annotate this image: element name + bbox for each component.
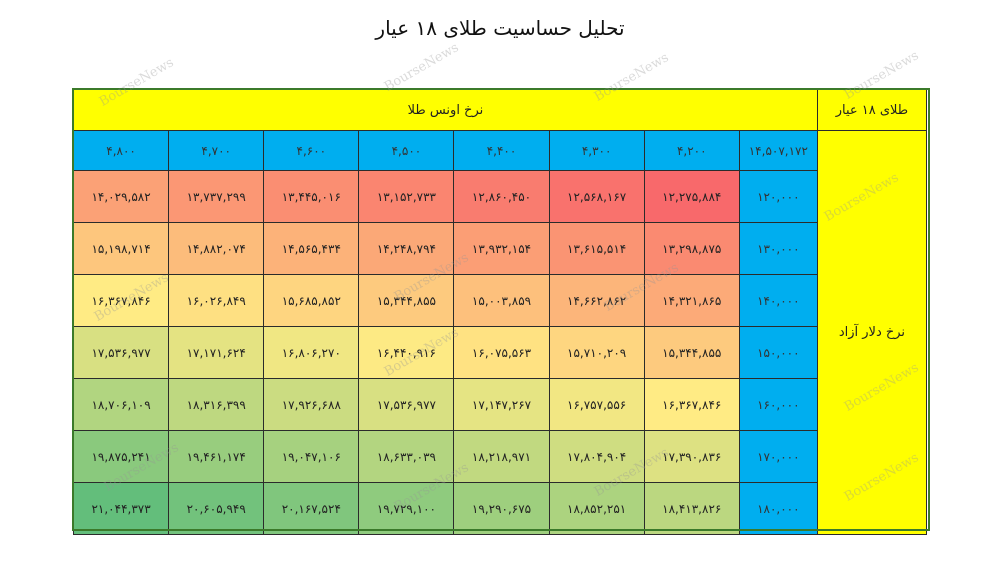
- base-value: ۱۴,۵۰۷,۱۷۲: [738, 130, 818, 171]
- price-cell: ۱۵,۷۱۰,۲۰۹: [548, 326, 645, 379]
- table-row: ۱۶۰,۰۰۰ ۱۶,۳۶۷,۸۴۶ ۱۶,۷۵۷,۵۵۶ ۱۷,۱۴۷,۲۶۷ ۱۷,…: [72, 378, 927, 431]
- price-cell: ۱۳,۴۴۵,۰۱۶: [263, 170, 360, 223]
- price-cell: ۱۹,۰۴۷,۱۰۶: [263, 430, 360, 483]
- price-cell: ۱۴,۳۲۱,۸۶۵: [643, 274, 740, 327]
- price-cell: ۱۸,۴۱۳,۸۲۶: [643, 482, 740, 535]
- price-cell: ۱۴,۲۴۸,۷۹۴: [358, 222, 455, 275]
- ounce-price-header: ۴,۳۰۰: [548, 130, 645, 171]
- price-cell: ۲۰,۱۶۷,۵۲۴: [263, 482, 360, 535]
- price-cell: ۱۴,۶۶۲,۸۶۲: [548, 274, 645, 327]
- dollar-rate-cell: ۱۶۰,۰۰۰: [738, 378, 818, 431]
- price-cell: ۱۶,۳۶۷,۸۴۶: [643, 378, 740, 431]
- price-cell: ۱۹,۴۶۱,۱۷۴: [168, 430, 265, 483]
- table-row: ۱۸۰,۰۰۰ ۱۸,۴۱۳,۸۲۶ ۱۸,۸۵۲,۲۵۱ ۱۹,۲۹۰,۶۷۵ ۱۹,…: [72, 482, 927, 535]
- price-cell: ۱۵,۰۰۳,۸۵۹: [453, 274, 550, 327]
- price-cell: ۱۸,۳۱۶,۳۹۹: [168, 378, 265, 431]
- price-cell: ۱۷,۸۰۴,۹۰۴: [548, 430, 645, 483]
- price-cell: ۲۰,۶۰۵,۹۴۹: [168, 482, 265, 535]
- price-cell: ۱۶,۰۲۶,۸۴۹: [168, 274, 265, 327]
- price-cell: ۱۷,۵۳۶,۹۷۷: [72, 326, 170, 379]
- dollar-rate-cell: ۱۸۰,۰۰۰: [738, 482, 818, 535]
- row-group-label: نرخ دلار آزاد: [816, 130, 928, 535]
- price-cell: ۱۷,۳۹۰,۸۳۶: [643, 430, 740, 483]
- dollar-rate-cell: ۱۵۰,۰۰۰: [738, 326, 818, 379]
- price-cell: ۱۳,۷۳۷,۲۹۹: [168, 170, 265, 223]
- price-cell: ۱۵,۱۹۸,۷۱۴: [72, 222, 170, 275]
- watermark: BourseNews: [381, 40, 462, 95]
- price-cell: ۱۳,۹۳۲,۱۵۴: [453, 222, 550, 275]
- price-cell: ۱۳,۶۱۵,۵۱۴: [548, 222, 645, 275]
- dollar-rate-cell: ۱۲۰,۰۰۰: [738, 170, 818, 223]
- price-cell: ۱۶,۷۵۷,۵۵۶: [548, 378, 645, 431]
- table-row: ۱۳۰,۰۰۰ ۱۳,۲۹۸,۸۷۵ ۱۳,۶۱۵,۵۱۴ ۱۳,۹۳۲,۱۵۴ ۱۴,…: [72, 222, 927, 275]
- table-row: ۱۵۰,۰۰۰ ۱۵,۳۴۴,۸۵۵ ۱۵,۷۱۰,۲۰۹ ۱۶,۰۷۵,۵۶۳ ۱۶,…: [72, 326, 927, 379]
- ounce-price-header: ۴,۸۰۰: [72, 130, 170, 171]
- dollar-rate-cell: ۱۳۰,۰۰۰: [738, 222, 818, 275]
- price-cell: ۱۴,۸۸۲,۰۷۴: [168, 222, 265, 275]
- price-cell: ۱۹,۸۷۵,۲۴۱: [72, 430, 170, 483]
- price-cell: ۲۱,۰۴۴,۳۷۳: [72, 482, 170, 535]
- column-group-label: نرخ اونس طلا: [73, 89, 818, 131]
- price-cell: ۱۷,۱۷۱,۶۲۴: [168, 326, 265, 379]
- corner-label: طلای ۱۸ عیار: [816, 89, 928, 131]
- price-cell: ۱۸,۲۱۸,۹۷۱: [453, 430, 550, 483]
- dollar-rate-cell: ۱۷۰,۰۰۰: [738, 430, 818, 483]
- dollar-rate-cell: ۱۴۰,۰۰۰: [738, 274, 818, 327]
- table-row: ۱۴۰,۰۰۰ ۱۴,۳۲۱,۸۶۵ ۱۴,۶۶۲,۸۶۲ ۱۵,۰۰۳,۸۵۹ ۱۵,…: [72, 274, 927, 327]
- price-cell: ۱۳,۲۹۸,۸۷۵: [643, 222, 740, 275]
- table-row: ۱۷۰,۰۰۰ ۱۷,۳۹۰,۸۳۶ ۱۷,۸۰۴,۹۰۴ ۱۸,۲۱۸,۹۷۱ ۱۸,…: [72, 430, 927, 483]
- price-cell: ۱۹,۷۲۹,۱۰۰: [358, 482, 455, 535]
- sensitivity-table: طلای ۱۸ عیار نرخ اونس طلا نرخ دلار آزاد …: [72, 89, 928, 535]
- price-cell: ۱۵,۳۴۴,۸۵۵: [643, 326, 740, 379]
- price-cell: ۱۶,۰۷۵,۵۶۳: [453, 326, 550, 379]
- table-row: ۱۲۰,۰۰۰ ۱۲,۲۷۵,۸۸۴ ۱۲,۵۶۸,۱۶۷ ۱۲,۸۶۰,۴۵۰ ۱۳,…: [72, 170, 927, 223]
- price-cell: ۱۲,۸۶۰,۴۵۰: [453, 170, 550, 223]
- ounce-price-header: ۴,۴۰۰: [453, 130, 550, 171]
- price-cell: ۱۴,۰۲۹,۵۸۲: [72, 170, 170, 223]
- ounce-price-header: ۴,۲۰۰: [643, 130, 740, 171]
- ounce-price-header: ۴,۶۰۰: [263, 130, 360, 171]
- price-cell: ۱۸,۸۵۲,۲۵۱: [548, 482, 645, 535]
- page-title: تحلیل حساسیت طلای ۱۸ عیار: [375, 16, 625, 40]
- header-row-ounce: نرخ دلار آزاد ۱۴,۵۰۷,۱۷۲ ۴,۲۰۰ ۴,۳۰۰ ۴,۴۰۰…: [72, 130, 928, 535]
- price-cell: ۱۵,۳۴۴,۸۵۵: [358, 274, 455, 327]
- price-cell: ۱۸,۷۰۶,۱۰۹: [72, 378, 170, 431]
- price-cell: ۱۹,۲۹۰,۶۷۵: [453, 482, 550, 535]
- price-cell: ۱۶,۳۶۷,۸۴۶: [72, 274, 170, 327]
- price-cell: ۱۶,۸۰۶,۲۷۰: [263, 326, 360, 379]
- price-cell: ۱۴,۵۶۵,۴۳۴: [263, 222, 360, 275]
- price-cell: ۱۲,۵۶۸,۱۶۷: [548, 170, 645, 223]
- ounce-price-header: ۴,۷۰۰: [168, 130, 265, 171]
- price-cell: ۱۸,۶۳۳,۰۳۹: [358, 430, 455, 483]
- price-cell: ۱۲,۲۷۵,۸۸۴: [643, 170, 740, 223]
- price-cell: ۱۷,۱۴۷,۲۶۷: [453, 378, 550, 431]
- price-cell: ۱۶,۴۴۰,۹۱۶: [358, 326, 455, 379]
- price-cell: ۱۵,۶۸۵,۸۵۲: [263, 274, 360, 327]
- ounce-price-header: ۴,۵۰۰: [358, 130, 455, 171]
- price-cell: ۱۷,۵۳۶,۹۷۷: [358, 378, 455, 431]
- price-cell: ۱۷,۹۲۶,۶۸۸: [263, 378, 360, 431]
- header-row-group: طلای ۱۸ عیار نرخ اونس طلا: [73, 89, 928, 131]
- price-cell: ۱۳,۱۵۲,۷۳۳: [358, 170, 455, 223]
